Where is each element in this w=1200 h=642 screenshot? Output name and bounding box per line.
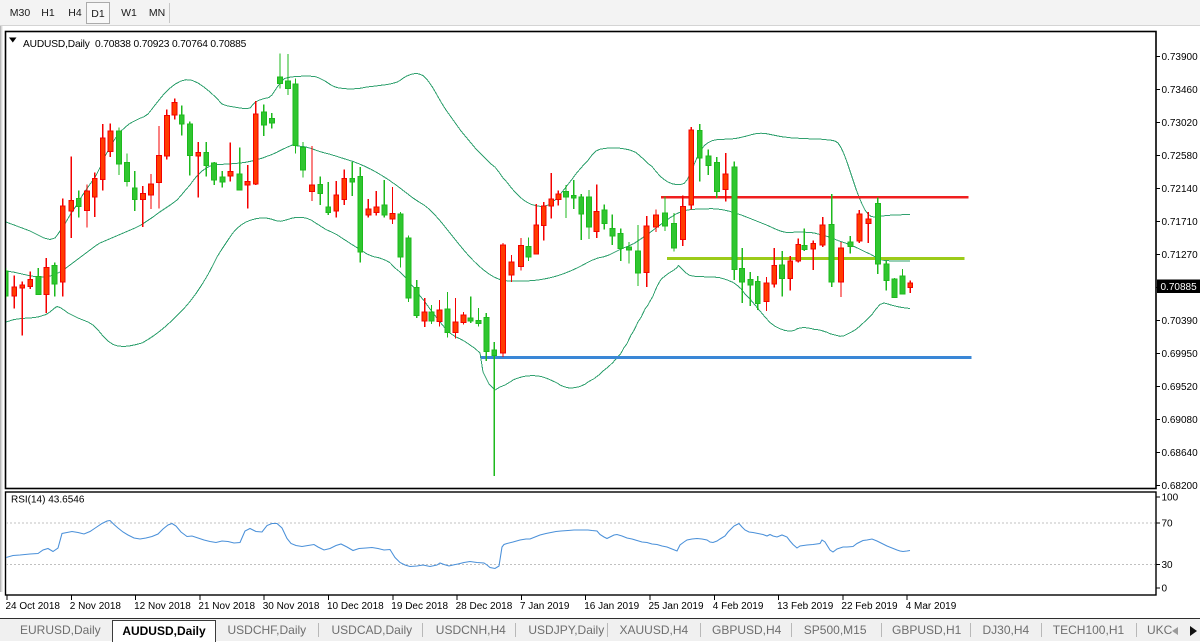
svg-text:25 Jan 2019: 25 Jan 2019: [649, 601, 704, 612]
svg-text:0.72580: 0.72580: [1162, 151, 1199, 162]
svg-text:22 Feb 2019: 22 Feb 2019: [841, 601, 898, 612]
svg-text:100: 100: [1162, 493, 1179, 504]
svg-text:28 Dec 2018: 28 Dec 2018: [456, 601, 513, 612]
svg-text:0.69950: 0.69950: [1162, 349, 1199, 360]
svg-text:7 Jan 2019: 7 Jan 2019: [520, 601, 570, 612]
svg-text:0.73020: 0.73020: [1162, 118, 1199, 129]
svg-text:0.71270: 0.71270: [1162, 250, 1199, 261]
svg-text:0.72140: 0.72140: [1162, 184, 1199, 195]
svg-text:0.69520: 0.69520: [1162, 382, 1199, 393]
svg-text:16 Jan 2019: 16 Jan 2019: [584, 601, 639, 612]
svg-text:30: 30: [1162, 560, 1174, 571]
svg-text:0.73460: 0.73460: [1162, 85, 1199, 96]
svg-text:21 Nov 2018: 21 Nov 2018: [198, 601, 255, 612]
svg-text:0.70390: 0.70390: [1162, 316, 1199, 327]
svg-text:13 Feb 2019: 13 Feb 2019: [777, 601, 834, 612]
svg-text:0: 0: [1162, 584, 1168, 595]
svg-text:4 Mar 2019: 4 Mar 2019: [906, 601, 957, 612]
svg-text:0.71710: 0.71710: [1162, 217, 1199, 228]
svg-text:12 Nov 2018: 12 Nov 2018: [134, 601, 191, 612]
svg-text:0.68640: 0.68640: [1162, 448, 1199, 459]
svg-text:0.73900: 0.73900: [1162, 52, 1199, 63]
svg-text:AUDUSD,Daily 0.70838 0.70923: AUDUSD,Daily 0.70838 0.70923 0.70764 0.7…: [23, 39, 247, 50]
svg-text:30 Nov 2018: 30 Nov 2018: [263, 601, 320, 612]
svg-text:RSI(14) 43.6546: RSI(14) 43.6546: [11, 495, 85, 506]
svg-text:10 Dec 2018: 10 Dec 2018: [327, 601, 384, 612]
svg-text:2 Nov 2018: 2 Nov 2018: [70, 601, 122, 612]
svg-text:24 Oct 2018: 24 Oct 2018: [6, 601, 61, 612]
svg-text:4 Feb 2019: 4 Feb 2019: [713, 601, 764, 612]
svg-text:0.70885: 0.70885: [1161, 282, 1198, 293]
svg-text:0.68200: 0.68200: [1162, 481, 1199, 492]
svg-text:19 Dec 2018: 19 Dec 2018: [391, 601, 448, 612]
svg-text:0.69080: 0.69080: [1162, 415, 1199, 426]
svg-text:70: 70: [1162, 519, 1174, 530]
